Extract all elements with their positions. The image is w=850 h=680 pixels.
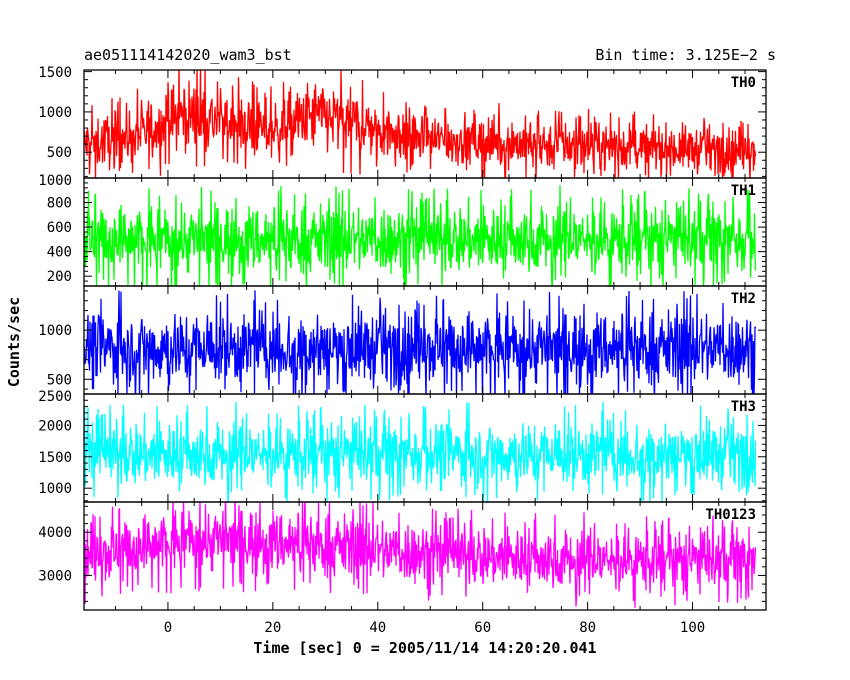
y-tick-label: 600 bbox=[47, 220, 72, 236]
series-trace-th0123 bbox=[84, 502, 757, 608]
y-tick-label: 500 bbox=[47, 372, 72, 388]
y-tick-label: 400 bbox=[47, 245, 72, 261]
x-axis: 0 20 40 60 80 100 bbox=[164, 620, 705, 636]
x-tick-label: 60 bbox=[474, 620, 491, 636]
y-tick-label: 1500 bbox=[38, 65, 72, 81]
y-tick-label: 4000 bbox=[38, 525, 72, 541]
y-tick-label: 3000 bbox=[38, 568, 72, 584]
y-tick-label: 1000 bbox=[38, 481, 72, 497]
panel-th0: 500 1000 1500 TH0 bbox=[38, 65, 767, 179]
series-trace-th1 bbox=[84, 185, 757, 286]
panel-th0123: 3000 4000 TH0123 bbox=[38, 501, 767, 611]
panel-th1: 200 400 600 800 1000 TH1 bbox=[38, 173, 767, 287]
panels-group: 50010001500TH02004006008001000TH15001000… bbox=[38, 65, 767, 611]
x-tick-label: 40 bbox=[369, 620, 386, 636]
panel-th2: 500 1000 TH2 bbox=[38, 285, 767, 395]
series-trace-th3 bbox=[84, 401, 757, 502]
series-trace-th0 bbox=[84, 70, 757, 178]
y-tick-label: 200 bbox=[47, 269, 72, 285]
panel-label-th3: TH3 bbox=[731, 399, 756, 415]
panel-label-th0123: TH0123 bbox=[705, 507, 756, 523]
x-axis-label: Time [sec] 0 = 2005/11/14 14:20:20.041 bbox=[253, 639, 596, 657]
x-tick-label: 0 bbox=[164, 620, 172, 636]
panel-label-th1: TH1 bbox=[731, 183, 756, 199]
y-axis-label: Counts/sec bbox=[5, 297, 23, 387]
y-tick-label: 1000 bbox=[38, 323, 72, 339]
x-tick-label: 100 bbox=[680, 620, 705, 636]
y-tick-label: 800 bbox=[47, 196, 72, 212]
title-right: Bin time: 3.125E−2 s bbox=[595, 46, 776, 64]
y-tick-label: 2500 bbox=[38, 389, 72, 405]
panel-label-th2: TH2 bbox=[731, 291, 756, 307]
y-tick-label: 2000 bbox=[38, 418, 72, 434]
x-tick-label: 80 bbox=[579, 620, 596, 636]
y-tick-label: 1000 bbox=[38, 173, 72, 189]
panel-label-th0: TH0 bbox=[731, 75, 756, 91]
y-tick-label: 500 bbox=[47, 145, 72, 161]
panel-th3: 1000 1500 2000 2500 TH3 bbox=[38, 389, 767, 503]
panel-frame bbox=[83, 501, 767, 611]
y-tick-label: 1500 bbox=[38, 450, 72, 466]
title-left: ae051114142020_wam3_bst bbox=[84, 46, 292, 64]
series-trace-th2 bbox=[84, 290, 757, 394]
y-tick-label: 1000 bbox=[38, 105, 72, 121]
x-tick-label: 20 bbox=[264, 620, 281, 636]
